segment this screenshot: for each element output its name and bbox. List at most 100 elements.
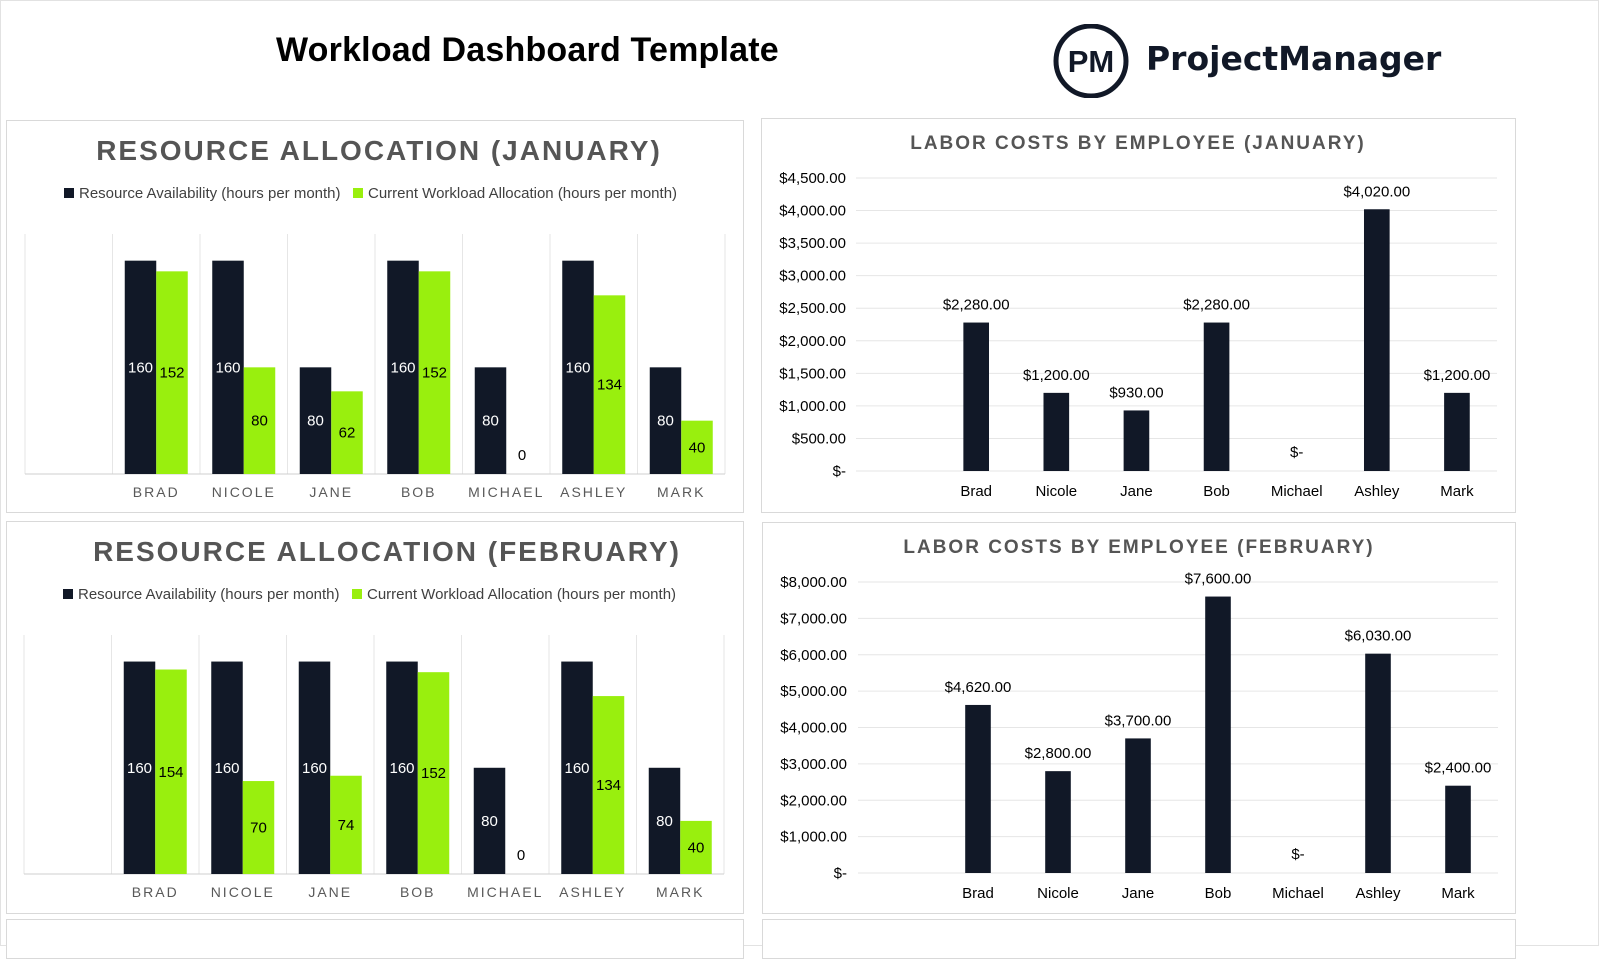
- y-tick-label: $-: [834, 865, 847, 882]
- category-label-bob: BOB: [401, 484, 437, 500]
- bar-labor-bob: [1203, 322, 1230, 471]
- data-label-availability-brad: 160: [127, 760, 152, 777]
- category-label-jane: Jane: [1122, 885, 1155, 902]
- resource-allocation-january-panel: RESOURCE ALLOCATION (JANUARY) Resource Av…: [6, 120, 744, 513]
- data-label-workload-jane: 62: [339, 425, 356, 442]
- bar-availability-mark: [648, 767, 681, 874]
- bar-workload-bob: [417, 672, 450, 874]
- data-label-availability-mark: 80: [656, 813, 673, 830]
- data-label-availability-bob: 160: [389, 760, 414, 777]
- data-label-workload-bob: 152: [421, 765, 446, 782]
- bar-availability-ashley: [561, 661, 593, 874]
- y-tick-label: $4,000.00: [779, 203, 846, 220]
- data-label-bob: $7,600.00: [1185, 571, 1252, 588]
- bar-availability-brad: [123, 661, 156, 874]
- bar-labor-brad: [963, 322, 990, 471]
- bar-labor-jane: [1123, 410, 1150, 471]
- bar-labor-nicole: [1043, 392, 1070, 471]
- data-label-michael: $-: [1291, 846, 1304, 863]
- data-label-workload-ashley: 134: [596, 777, 621, 794]
- next-panel-left-edge: [6, 919, 744, 959]
- legend-label: Current Workload Allocation (hours per m…: [368, 185, 677, 202]
- data-label-jane: $930.00: [1109, 384, 1163, 401]
- bar-workload-jane: [330, 775, 362, 874]
- data-label-nicole: $2,800.00: [1025, 745, 1092, 762]
- chart-title: RESOURCE ALLOCATION (JANUARY): [96, 135, 662, 166]
- bar-labor-mark: [1444, 392, 1470, 471]
- y-tick-label: $2,500.00: [779, 300, 846, 317]
- y-tick-label: $2,000.00: [779, 333, 846, 350]
- labor-costs-february-panel: LABOR COSTS BY EMPLOYEE (FEBRUARY) $- $1,0…: [762, 522, 1516, 914]
- data-label-availability-nicole: 160: [215, 359, 240, 376]
- data-label-availability-jane: 160: [302, 760, 327, 777]
- data-label-workload-michael: 0: [517, 847, 525, 864]
- y-tick-label: $3,500.00: [779, 235, 846, 252]
- data-label-brad: $4,620.00: [945, 679, 1012, 696]
- chart-title: LABOR COSTS BY EMPLOYEE (JANUARY): [910, 133, 1366, 154]
- labor-costs-february-chart: LABOR COSTS BY EMPLOYEE (FEBRUARY) $- $1,0…: [780, 537, 1498, 902]
- y-tick-label: $4,500.00: [779, 170, 846, 187]
- brand-name: ProjectManager: [1146, 39, 1442, 78]
- bar-availability-michael: [473, 767, 506, 874]
- next-panel-right-edge: [762, 919, 1516, 959]
- data-label-nicole: $1,200.00: [1023, 367, 1090, 384]
- legend-label: Resource Availability (hours per month): [78, 586, 340, 603]
- brand-logo: PM ProjectManager: [1053, 24, 1442, 98]
- bar-labor-nicole: [1045, 771, 1071, 873]
- bar-labor-ashley: [1363, 209, 1390, 471]
- bar-availability-nicole: [211, 661, 243, 874]
- bar-workload-mark: [680, 820, 712, 874]
- chart-title: LABOR COSTS BY EMPLOYEE (FEBRUARY): [903, 537, 1374, 558]
- bar-availability-ashley: [562, 260, 594, 474]
- category-label-mark: Mark: [1441, 885, 1475, 902]
- y-tick-label: $1,500.00: [779, 365, 846, 382]
- bar-availability-bob: [386, 661, 418, 874]
- y-tick-label: $6,000.00: [780, 647, 847, 664]
- data-label-workload-mark: 40: [689, 439, 706, 456]
- data-label-availability-michael: 80: [481, 813, 498, 830]
- bar-labor-mark: [1445, 785, 1471, 873]
- category-label-bob: BOB: [400, 884, 436, 900]
- data-label-availability-mark: 80: [657, 413, 674, 430]
- y-tick-label: $500.00: [792, 430, 846, 447]
- category-label-brad: BRAD: [132, 884, 179, 900]
- bar-labor-bob: [1205, 596, 1231, 873]
- resource-allocation-january-chart: RESOURCE ALLOCATION (JANUARY) Resource Av…: [24, 135, 726, 500]
- category-label-ashley: Ashley: [1355, 885, 1401, 902]
- category-label-nicole: NICOLE: [211, 884, 275, 900]
- bar-availability-jane: [299, 367, 332, 474]
- bar-workload-brad: [155, 669, 187, 874]
- category-label-michael: MICHAEL: [468, 484, 544, 500]
- bar-workload-brad: [156, 271, 188, 474]
- data-label-availability-ashley: 160: [565, 359, 590, 376]
- y-tick-label: $2,000.00: [780, 792, 847, 809]
- bar-workload-nicole: [242, 781, 275, 874]
- data-label-brad: $2,280.00: [943, 297, 1010, 314]
- bar-availability-bob: [387, 260, 419, 474]
- data-label-availability-brad: 160: [128, 359, 153, 376]
- resource-allocation-february-chart: RESOURCE ALLOCATION (FEBRUARY) Resource A…: [23, 536, 725, 900]
- y-tick-label: $3,000.00: [780, 756, 847, 773]
- chart-title: RESOURCE ALLOCATION (FEBRUARY): [93, 536, 681, 567]
- y-tick-label: $3,000.00: [779, 268, 846, 285]
- y-tick-label: $7,000.00: [780, 610, 847, 627]
- data-label-ashley: $6,030.00: [1345, 628, 1412, 645]
- category-label-jane: JANE: [309, 484, 353, 500]
- category-label-michael: Michael: [1272, 885, 1324, 902]
- data-label-mark: $1,200.00: [1424, 367, 1491, 384]
- category-label-brad: Brad: [962, 885, 994, 902]
- data-label-jane: $3,700.00: [1105, 712, 1172, 729]
- category-label-jane: JANE: [308, 884, 352, 900]
- category-label-brad: BRAD: [133, 484, 180, 500]
- y-tick-label: $1,000.00: [779, 398, 846, 415]
- category-label-nicole: Nicole: [1037, 885, 1079, 902]
- data-label-availability-jane: 80: [307, 413, 324, 430]
- bar-workload-ashley: [593, 295, 626, 474]
- data-label-availability-michael: 80: [482, 413, 499, 430]
- labor-costs-january-panel: LABOR COSTS BY EMPLOYEE (JANUARY) $- $500.…: [761, 118, 1516, 513]
- y-tick-label: $8,000.00: [780, 574, 847, 591]
- bar-workload-ashley: [592, 696, 625, 874]
- bar-workload-mark: [681, 420, 713, 474]
- page-title: Workload Dashboard Template: [276, 31, 779, 69]
- resource-allocation-february-panel: RESOURCE ALLOCATION (FEBRUARY) Resource A…: [6, 521, 744, 914]
